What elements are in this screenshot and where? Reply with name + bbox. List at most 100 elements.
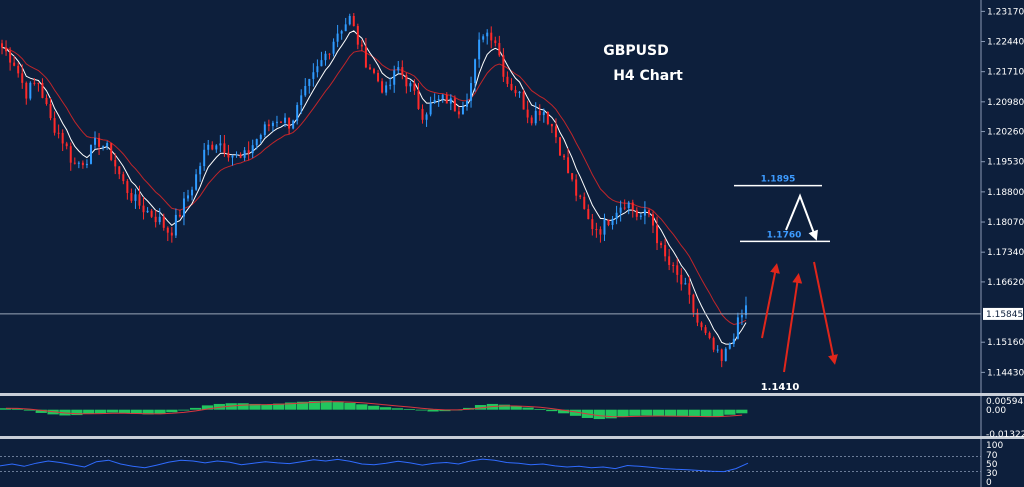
level-label-upper: 1.1895 <box>761 175 796 185</box>
candle-body <box>441 94 444 100</box>
candle-body <box>118 166 121 175</box>
macd-histogram-bar <box>273 403 285 410</box>
candle-body <box>389 84 392 86</box>
candle-body <box>603 219 606 235</box>
candle-body <box>259 135 262 140</box>
candle-body <box>170 232 173 236</box>
rsi-tick-label: 50 <box>986 460 998 470</box>
candle-body <box>599 229 602 235</box>
price-tick-label: 1.20980 <box>987 98 1024 108</box>
candle-body <box>126 181 129 193</box>
candle-body <box>255 139 258 146</box>
candle-body <box>292 120 295 129</box>
candle-body <box>13 62 16 66</box>
macd-pane-separator[interactable] <box>0 393 1024 396</box>
candle-body <box>288 117 291 129</box>
candle-body <box>187 195 190 199</box>
macd-histogram-bar <box>641 409 653 416</box>
candle-body <box>631 202 634 211</box>
macd-histogram-bar <box>106 409 119 413</box>
candle-body <box>486 32 489 37</box>
macd-histogram-bar <box>688 409 700 417</box>
macd-histogram-bar <box>593 409 605 420</box>
rsi-line <box>0 458 749 473</box>
candle-body <box>591 219 594 230</box>
macd-histogram-bar <box>213 403 225 410</box>
candle-body <box>498 43 501 56</box>
candle-body <box>736 317 739 339</box>
candle-body <box>81 162 84 166</box>
price-tick-label: 1.22440 <box>987 38 1024 48</box>
candle-body <box>247 150 250 154</box>
candle-body <box>53 118 56 133</box>
macd-histogram-bar <box>700 409 712 417</box>
candle-body <box>676 265 679 275</box>
red-arrow-up-2 <box>783 273 803 373</box>
candle-body <box>728 343 731 349</box>
macd-histogram-bar <box>558 409 570 414</box>
macd-signal-line <box>5 401 743 418</box>
candle-body <box>166 227 169 233</box>
candle-body <box>546 112 549 124</box>
candle-body <box>393 70 396 85</box>
candle-body <box>627 202 630 209</box>
rsi-tick-label: 0 <box>986 478 992 487</box>
moving-averages <box>1 30 747 345</box>
candle-body <box>69 146 72 163</box>
candle-body <box>373 69 375 73</box>
candle-body <box>445 94 448 104</box>
candle-body <box>668 256 671 265</box>
candle-body <box>530 117 533 124</box>
candle-body <box>328 53 331 55</box>
price-tick-label: 1.14430 <box>987 368 1024 378</box>
candle-body <box>49 104 52 119</box>
candle-body <box>607 219 610 225</box>
candle-body <box>457 111 460 115</box>
candle-body <box>635 210 638 217</box>
candle-body <box>425 114 428 120</box>
price-tick-label: 1.18800 <box>987 188 1024 198</box>
macd-histogram-bar <box>130 409 142 415</box>
price-tick-label: 1.19530 <box>987 158 1024 168</box>
macd-histogram-bar <box>617 409 629 417</box>
candle-body <box>437 99 440 101</box>
macd-histogram-bar <box>403 408 415 410</box>
candle-body <box>280 121 283 123</box>
candle-body <box>704 327 707 333</box>
candle-body <box>275 121 278 123</box>
candle-body <box>352 15 355 27</box>
candle-body <box>94 138 97 145</box>
macd-histogram-bar <box>474 405 487 410</box>
current-price-label: 1.15845 <box>986 310 1023 320</box>
candle-body <box>73 162 76 164</box>
candle-body <box>494 40 497 44</box>
macd-tick-label: -0.01322 <box>986 430 1024 440</box>
candle-body <box>340 31 343 34</box>
candle-body <box>461 106 464 115</box>
candle-body <box>583 196 586 209</box>
rsi-axis-ticks: 100 70 50 30 0 <box>986 441 1003 487</box>
candle-body <box>45 97 48 105</box>
candle-body <box>417 90 420 109</box>
rsi-pane-separator[interactable] <box>0 436 1024 439</box>
candle-body <box>17 65 20 74</box>
candle-body <box>615 212 618 219</box>
candle-body <box>514 89 517 94</box>
price-tick-label: 1.16620 <box>987 278 1024 288</box>
macd-tick-label: 0.00 <box>986 406 1006 416</box>
candle-body <box>474 59 477 84</box>
candle-body <box>368 67 371 70</box>
candle-body <box>377 72 380 82</box>
candle-body <box>336 33 339 42</box>
candle-body <box>312 72 315 79</box>
candle-body <box>611 218 614 225</box>
candle-body <box>429 102 432 115</box>
macd-histogram-bar <box>237 403 249 410</box>
macd-histogram-bar <box>320 400 332 410</box>
candle-body <box>595 229 598 231</box>
macd-histogram-bar <box>415 409 427 411</box>
candle-body <box>267 124 270 127</box>
macd-histogram-bar <box>178 409 190 411</box>
red-arrow-down <box>813 261 838 365</box>
